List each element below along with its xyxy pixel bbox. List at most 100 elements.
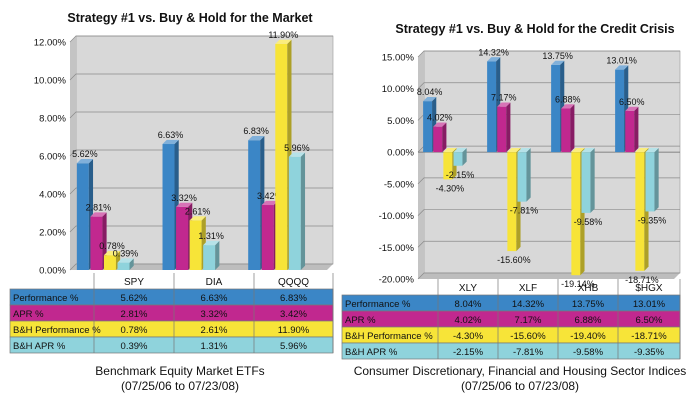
bar-front — [423, 101, 433, 153]
bar-top — [90, 212, 107, 217]
table-row — [341, 310, 681, 328]
bar-top — [443, 147, 457, 153]
data-label: 2.81% — [86, 203, 112, 213]
bar-top — [635, 147, 649, 153]
data-label: -19.14% — [561, 279, 595, 289]
bar-top — [162, 139, 179, 145]
gridline — [69, 263, 333, 271]
bar-top — [561, 104, 575, 109]
chart-1: Strategy #1 vs. Buy & Hold for the Marke… — [9, 11, 334, 354]
table-cell: -9.35% — [634, 347, 665, 358]
category-label: XLY — [459, 283, 477, 294]
bar-top — [189, 216, 206, 221]
data-label: 4.02% — [427, 113, 453, 123]
data-label: 6.88% — [555, 95, 581, 105]
data-label: 13.01% — [606, 56, 637, 66]
table-cell: 13.01% — [633, 299, 666, 310]
y-tick-label: 2.00% — [39, 228, 66, 239]
chart1-title: Strategy #1 vs. Buy & Hold for the Marke… — [67, 11, 313, 25]
data-label: 0.39% — [113, 249, 139, 259]
bar-side — [215, 240, 220, 270]
chart2-caption-line2: (07/25/06 to 07/23/08) — [460, 379, 580, 393]
bar-side — [590, 147, 595, 213]
bar-front — [162, 144, 175, 270]
table-cell: 1.31% — [201, 341, 228, 352]
plot-floor — [418, 273, 680, 279]
gridline — [417, 82, 680, 89]
bar-side — [442, 122, 447, 153]
category-label: XLF — [519, 283, 537, 294]
bar-front — [176, 206, 189, 270]
data-label: 2.61% — [185, 206, 211, 216]
category-label: SPY — [124, 277, 144, 288]
bar — [625, 106, 639, 153]
gridline — [417, 240, 680, 248]
data-label: 3.42% — [257, 191, 283, 201]
table-cell: -18.71% — [631, 331, 667, 342]
data-label: 5.96% — [284, 143, 310, 153]
table-row-label: B&H Performance % — [345, 331, 433, 342]
bar-front — [581, 152, 591, 213]
bar-top — [551, 60, 565, 65]
bar-front — [203, 245, 216, 270]
table-row-label: Performance % — [13, 293, 79, 304]
bar-top — [248, 136, 265, 141]
bar-top — [423, 96, 437, 102]
table-cell: 5.62% — [121, 293, 148, 304]
bar-front — [117, 262, 130, 270]
table-cell: -15.60% — [510, 331, 546, 342]
table-cell: -7.81% — [513, 347, 544, 358]
y-tick-label: -10.00% — [379, 211, 415, 222]
bar-front — [189, 220, 202, 270]
bar-front — [625, 110, 635, 153]
category-label: XHB — [578, 283, 599, 294]
bar-front — [275, 43, 288, 271]
bar-side — [462, 147, 467, 166]
bar-front — [635, 152, 645, 271]
table-cell: 4.02% — [455, 315, 482, 326]
table-cell: 6.50% — [636, 315, 663, 326]
gridline — [417, 272, 680, 280]
y-tick-label: 10.00% — [382, 84, 415, 95]
y-tick-label: -15.00% — [379, 243, 415, 254]
chart1-caption-line2: (07/25/06 to 07/23/08) — [120, 379, 240, 393]
bar — [453, 147, 467, 166]
table-cell: -9.58% — [573, 347, 604, 358]
data-label: 3.32% — [171, 193, 197, 203]
bar-front — [248, 140, 261, 270]
table-cell: 2.81% — [121, 309, 148, 320]
bar — [517, 147, 531, 202]
bar — [117, 258, 134, 270]
table-cell: 6.83% — [280, 293, 307, 304]
bar-top — [76, 159, 94, 164]
plot-side-wall — [418, 51, 424, 279]
table-cell: 7.17% — [515, 315, 542, 326]
data-label: 5.62% — [72, 149, 98, 159]
bar-front — [507, 152, 517, 252]
chart1-caption-line1: Benchmark Equity Market ETFs — [95, 364, 265, 378]
bar-top — [203, 240, 220, 246]
bar-front — [571, 152, 581, 276]
bar-top — [453, 147, 467, 153]
bar-front — [90, 216, 103, 270]
table-cell: 5.96% — [280, 341, 307, 352]
bar-side — [526, 147, 531, 202]
bar-top — [487, 57, 501, 62]
chart2-caption-line1: Consumer Discretionary, Financial and Ho… — [353, 364, 687, 378]
bar-front — [288, 156, 301, 270]
table-cell: 2.61% — [201, 325, 228, 336]
bar-front — [615, 69, 625, 153]
data-label: -4.30% — [436, 183, 465, 193]
bar-top — [288, 152, 306, 157]
chart2-table: XLY XLF XHB $HGX Performance % 8.04% 14.32% 13.… — [341, 279, 681, 360]
bar-side — [129, 258, 134, 270]
bar-top — [517, 147, 531, 153]
data-label: -9.58% — [574, 217, 603, 227]
bar-top — [615, 65, 629, 70]
bar-side — [634, 106, 639, 153]
y-tick-label: 8.00% — [39, 114, 66, 125]
bar-front — [433, 126, 443, 153]
y-tick-label: 15.00% — [382, 53, 415, 64]
bar — [203, 240, 220, 270]
table-row-label: APR % — [345, 315, 376, 326]
